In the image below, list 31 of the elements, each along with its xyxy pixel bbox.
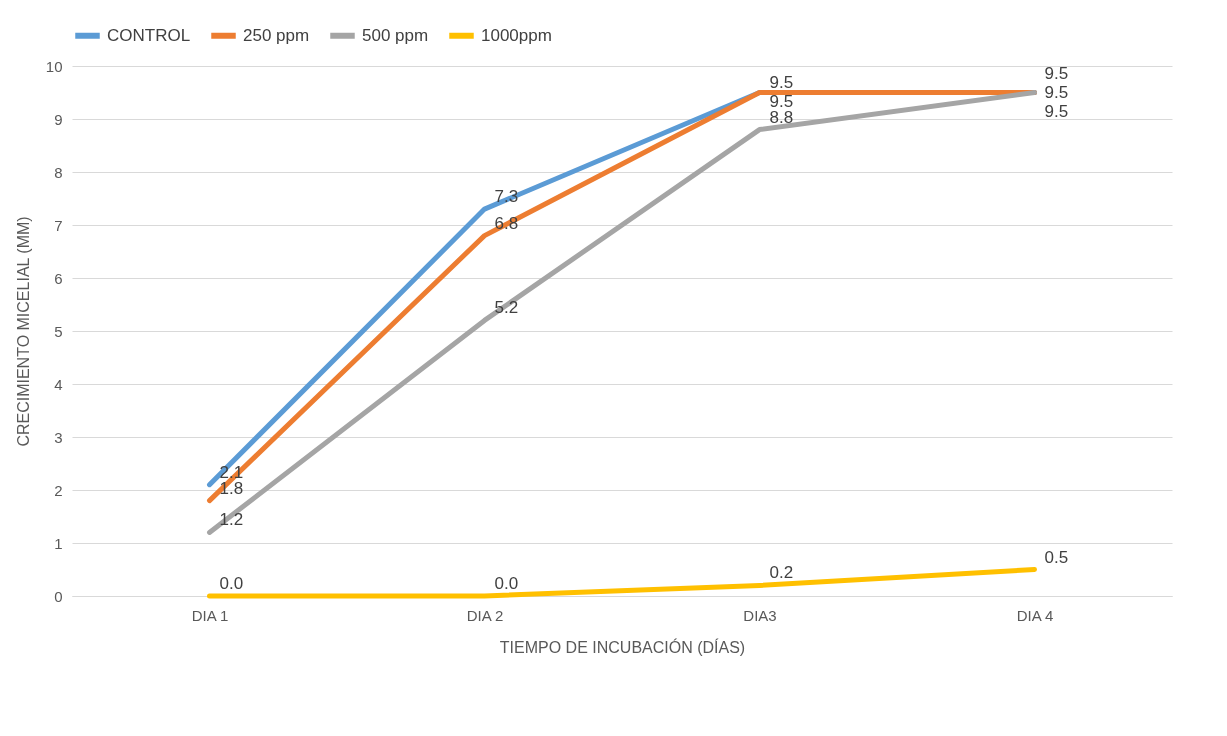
data-label: 0.2 [769, 563, 794, 583]
y-tick-label: 9 [54, 110, 63, 128]
x-axis-title: TIEMPO DE INCUBACIÓN (DÍAS) [499, 637, 746, 656]
y-tick-label: 8 [54, 163, 63, 181]
legend-label: 250 ppm [243, 25, 310, 45]
y-tick-label: 5 [54, 322, 63, 340]
y-tick-label: 2 [54, 481, 63, 499]
data-label: 1.2 [219, 510, 244, 530]
y-tick-label: 4 [54, 375, 63, 393]
data-label: 9.5 [769, 73, 794, 92]
data-label: 9.5 [1044, 101, 1069, 121]
data-label: 9.5 [1044, 63, 1069, 83]
y-tick-label: 3 [54, 428, 63, 446]
y-tick-label: 0 [54, 587, 63, 605]
legend-label: CONTROL [107, 25, 191, 45]
y-tick-label: 1 [54, 534, 63, 552]
data-label: 5.2 [494, 298, 519, 318]
y-tick-label: 10 [45, 57, 63, 75]
data-label: 9.5 [1044, 82, 1069, 102]
x-tick-label: DIA 2 [466, 606, 504, 624]
x-tick-label: DIA 1 [191, 606, 229, 624]
data-label: 0.5 [1044, 547, 1069, 567]
data-label: 0.0 [494, 574, 519, 593]
y-tick-label: 6 [54, 269, 63, 287]
y-axis-title: CRECIMIENTO MICELIAL (MM) [14, 216, 32, 447]
legend-label: 500 ppm [362, 25, 429, 45]
data-label: 0.0 [219, 574, 244, 593]
y-tick-label: 7 [54, 216, 63, 234]
x-tick-label: DIA3 [743, 606, 777, 624]
legend-label: 1000ppm [481, 25, 552, 45]
x-tick-label: DIA 4 [1016, 606, 1054, 624]
